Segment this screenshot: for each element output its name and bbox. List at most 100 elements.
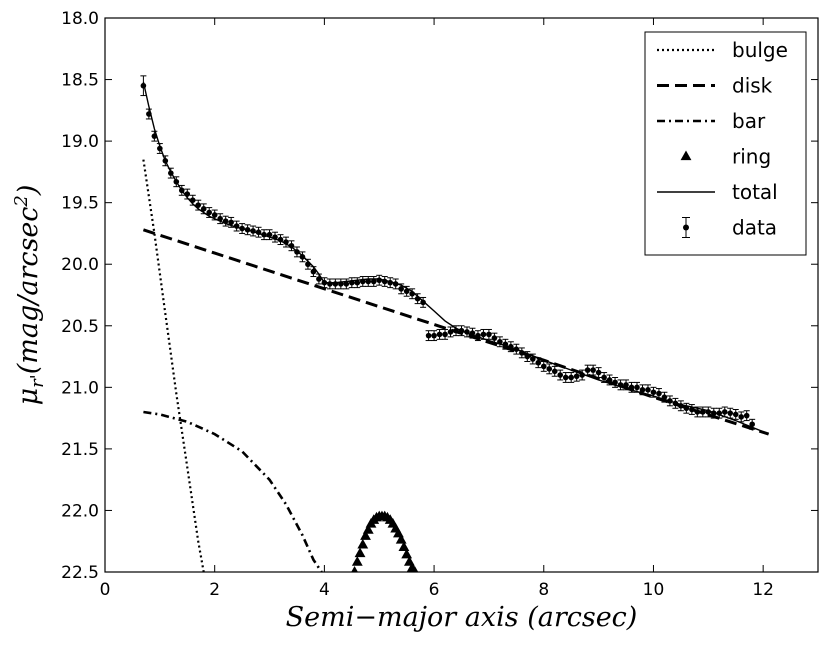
data-point (162, 158, 169, 164)
data-point (519, 350, 525, 356)
y-tick-label: 19.5 (61, 194, 99, 214)
data-point (376, 277, 383, 284)
data-point (233, 223, 240, 229)
ring-marker (362, 524, 374, 534)
data-point (546, 366, 553, 372)
data-point (667, 398, 673, 404)
data-point (365, 278, 372, 285)
data-point (732, 411, 739, 418)
legend-data-point (683, 224, 689, 231)
data-point (623, 382, 629, 388)
data-point (239, 225, 245, 232)
data-point (650, 389, 657, 396)
data-point (222, 218, 229, 224)
data-point (387, 279, 394, 286)
data-point (244, 226, 251, 233)
data-point (316, 276, 322, 282)
data-point (530, 356, 536, 362)
data-point (710, 410, 717, 416)
y-axis-label-close: ) (13, 185, 44, 197)
data-point (606, 377, 613, 383)
data-point (195, 202, 202, 208)
data-point (266, 231, 273, 238)
data-point (453, 327, 459, 334)
series-group (140, 75, 770, 572)
data-point (656, 390, 662, 397)
data-point (672, 400, 679, 407)
data-point (255, 229, 262, 236)
ring-marker (401, 548, 413, 559)
data-point (277, 236, 284, 243)
x-tick-label: 4 (319, 580, 330, 600)
data-point (628, 384, 635, 391)
data-point (332, 281, 339, 287)
data-point (678, 403, 684, 409)
data-point (261, 231, 267, 238)
ring-marker (351, 556, 363, 566)
data-point (491, 335, 498, 341)
data-point (370, 278, 377, 285)
data-point (398, 286, 404, 292)
data-point (480, 331, 487, 338)
data-point (562, 374, 569, 381)
legend-label-disk: disk (732, 74, 773, 98)
data-point (721, 409, 728, 415)
data-point (354, 279, 361, 286)
legend-label-ring: ring (732, 145, 771, 169)
data-point (294, 249, 300, 255)
data-point (513, 346, 520, 352)
data-point (299, 254, 306, 260)
data-point (743, 412, 750, 419)
y-tick-label: 22.0 (61, 501, 99, 521)
data-point (475, 332, 481, 339)
y-axis-label-main: μ (13, 388, 44, 406)
data-point (168, 170, 174, 176)
y-tick-label: 18.5 (61, 71, 99, 91)
data-point (700, 409, 706, 415)
data-point (612, 379, 618, 386)
data-point (524, 353, 531, 360)
data-point (661, 394, 668, 400)
ring-marker (357, 538, 369, 549)
y-tick-label: 21.5 (61, 440, 99, 460)
ring-marker (351, 566, 358, 572)
data-point (425, 332, 432, 339)
data-point (146, 111, 152, 117)
data-point (321, 279, 328, 286)
data-point (447, 329, 454, 335)
legend-box (644, 31, 807, 256)
data-point (288, 242, 295, 249)
data-point (497, 338, 503, 345)
legend-ring-marker (680, 150, 692, 161)
data-point (458, 327, 465, 334)
data-point (617, 382, 624, 388)
data-point (716, 410, 723, 416)
data-point (189, 197, 196, 204)
data-point (508, 343, 514, 350)
data-point (327, 281, 333, 287)
data-point (694, 409, 701, 415)
ring-marker (395, 533, 407, 544)
y-tick-label: 18.0 (61, 9, 99, 29)
data-point (211, 212, 218, 218)
data-point (639, 386, 646, 393)
ring-marker (360, 530, 371, 540)
ring-marker (398, 541, 410, 551)
data-point (436, 331, 443, 338)
x-tick-label: 2 (209, 580, 220, 600)
data-point (228, 219, 234, 226)
axes-frame (104, 17, 819, 573)
legend-label-data: data (732, 216, 777, 240)
data-point (738, 414, 745, 420)
data-point (431, 332, 437, 339)
y-tick-label: 20.5 (61, 317, 99, 337)
data-point (343, 281, 350, 287)
data-point (634, 384, 640, 391)
data-point (502, 341, 509, 348)
x-tick-label: 10 (643, 580, 665, 600)
data-point (705, 409, 712, 415)
legend-label-bar: bar (732, 109, 766, 133)
data-point (310, 268, 317, 275)
data-point (540, 363, 547, 370)
